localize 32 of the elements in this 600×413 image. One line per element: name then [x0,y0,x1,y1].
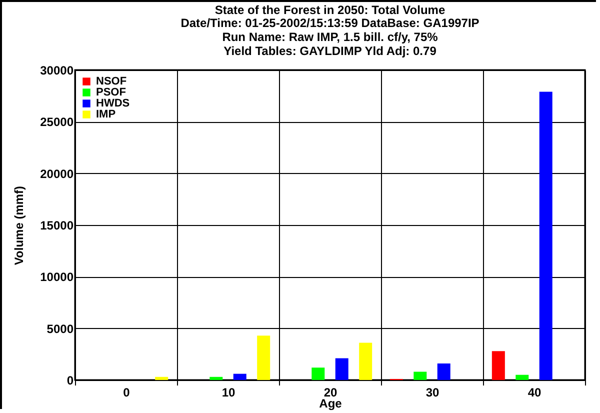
x-tick-label: 30 [426,386,440,400]
y-axis-title: Volume (mmf) [12,186,26,266]
legend-label: IMP [96,108,116,120]
y-tick-label: 30000 [40,64,74,78]
bar [233,374,246,380]
y-tick-label: 20000 [40,166,74,181]
y-tick-label: 0 [66,374,74,388]
bar [210,376,223,380]
bar [335,358,348,380]
bar [492,351,505,380]
y-tick-label: 10000 [40,270,74,284]
legend-label: HWDS [96,98,130,110]
x-tick-label: 40 [528,386,542,400]
chart-subtitle: Date/Time: 01-25-2002/15:13:59 DataBase: GA1997IP Run Name: Raw IMP, 1.5 bill. cf/y, 75% Yield Tables: GAYLDIMP Yld Adj: 0.79 [180,16,480,58]
legend-label: NSOF [96,76,127,88]
x-tick-label: 0 [123,386,130,400]
bar [414,372,427,380]
y-tick-label: 5000 [46,322,74,336]
x-axis-title: Age [319,396,342,410]
y-tick-label: 25000 [40,115,74,130]
bar [539,92,552,380]
bar [312,368,325,380]
bar [437,363,450,380]
bar [516,374,529,380]
bar [359,342,372,380]
chart-title: State of the Forest in 2050: Total Volume [214,3,446,17]
y-tick-label: 15000 [40,218,74,232]
x-tick-label: 20 [324,386,338,400]
bar [257,336,270,380]
x-tick-label: 10 [222,386,236,400]
bar [155,376,168,380]
legend-label: PSOF [96,86,126,98]
